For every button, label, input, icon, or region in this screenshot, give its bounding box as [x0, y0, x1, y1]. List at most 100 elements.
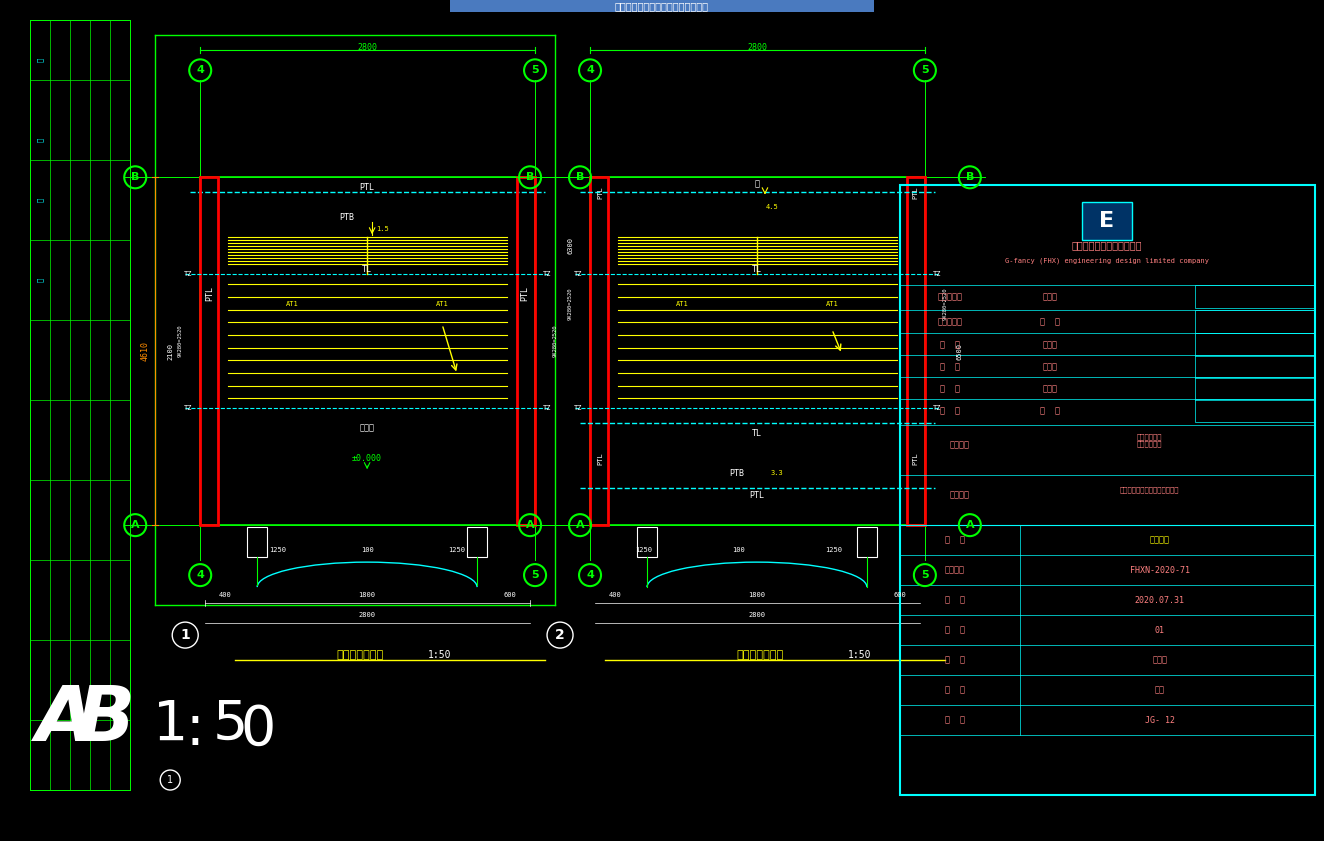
Text: AT1: AT1	[826, 301, 838, 307]
Text: A: A	[576, 520, 584, 530]
Text: 400: 400	[218, 592, 232, 598]
Text: 3.3: 3.3	[771, 470, 784, 476]
Text: 号: 号	[37, 138, 44, 142]
Text: 钟山县教师居小区商业配套厂房: 钟山县教师居小区商业配套厂房	[1120, 487, 1180, 494]
Bar	[518, 177, 535, 525]
Text: 一层楼梯大样图: 一层楼梯大样图	[336, 650, 384, 660]
Bar	[248, 527, 267, 557]
Text: 饮水池: 饮水池	[360, 424, 375, 432]
Text: 1250: 1250	[269, 547, 286, 553]
Text: 2800: 2800	[748, 612, 765, 618]
Text: B: B	[526, 172, 535, 182]
Text: A: A	[526, 520, 535, 530]
Text: 4610: 4610	[140, 341, 150, 362]
Text: 2100: 2100	[167, 343, 173, 360]
Text: TZ: TZ	[933, 405, 941, 411]
Text: 梁: 梁	[755, 180, 760, 188]
Text: 广西富豪工程设计有限公司: 广西富豪工程设计有限公司	[1071, 241, 1143, 251]
Text: 2800: 2800	[357, 43, 377, 52]
Text: 4: 4	[196, 570, 204, 580]
Text: PTB: PTB	[730, 468, 744, 478]
Bar	[200, 177, 218, 525]
Text: 日  期: 日 期	[945, 595, 965, 605]
Bar	[1194, 310, 1315, 333]
Text: PTL: PTL	[205, 286, 214, 301]
Bar	[450, 0, 874, 13]
Text: TZ: TZ	[573, 272, 583, 278]
Text: 吴李光: 吴李光	[1042, 293, 1058, 302]
Text: 三江县自治县
从事专属服工: 三江县自治县 从事专属服工	[1137, 433, 1162, 447]
Text: 5: 5	[213, 698, 248, 752]
Text: 2800: 2800	[359, 612, 376, 618]
Bar	[1194, 399, 1315, 422]
Text: 6300: 6300	[567, 237, 573, 254]
Text: 01: 01	[1155, 626, 1165, 635]
Text: TL: TL	[752, 265, 761, 274]
Text: AT1: AT1	[286, 301, 298, 307]
Text: 专业负责人: 专业负责人	[937, 318, 963, 327]
Text: B: B	[131, 172, 139, 182]
Text: ±0.000: ±0.000	[352, 453, 383, 463]
Text: 1:50: 1:50	[429, 650, 451, 660]
Text: 图  纸: 图 纸	[945, 656, 965, 664]
Text: PTL: PTL	[749, 490, 764, 500]
Text: 校  对: 校 对	[940, 384, 960, 394]
Text: 6500: 6500	[957, 343, 963, 360]
Text: 目  土: 目 土	[945, 536, 965, 545]
Text: TZ: TZ	[573, 405, 583, 411]
Bar	[637, 527, 657, 557]
Text: 100: 100	[360, 547, 373, 553]
Text: 9X280=2520: 9X280=2520	[568, 288, 572, 320]
Text: 5: 5	[531, 570, 539, 580]
Text: 蓝  系: 蓝 系	[1039, 318, 1059, 327]
Text: TL: TL	[363, 265, 372, 274]
Text: A: A	[131, 520, 139, 530]
Bar	[857, 527, 876, 557]
Text: 2020.07.31: 2020.07.31	[1135, 595, 1185, 605]
Text: TZ: TZ	[543, 272, 552, 278]
Text: 轴: 轴	[37, 198, 44, 203]
Text: 1:50: 1:50	[849, 650, 871, 660]
Text: FHXN-2020-71: FHXN-2020-71	[1129, 566, 1190, 574]
Text: 5: 5	[922, 66, 928, 76]
Text: TZ: TZ	[933, 272, 941, 278]
Text: PTL: PTL	[360, 182, 375, 192]
Text: G-fancy (FHX) engineering design limited company: G-fancy (FHX) engineering design limited…	[1005, 257, 1209, 263]
Text: 1800: 1800	[359, 592, 376, 598]
Text: AT1: AT1	[436, 301, 449, 307]
Text: 楼梯详图: 楼梯详图	[1149, 536, 1170, 545]
Text: 9X280=2520: 9X280=2520	[943, 288, 948, 320]
Text: AT1: AT1	[675, 301, 688, 307]
Text: 1800: 1800	[748, 592, 765, 598]
Text: 5: 5	[531, 66, 539, 76]
Text: 0: 0	[241, 703, 275, 757]
Text: 400: 400	[609, 592, 621, 598]
Text: 4: 4	[196, 66, 204, 76]
Text: 设  计: 设 计	[940, 407, 960, 415]
Text: 陈战查: 陈战查	[1042, 362, 1058, 372]
Text: 4.5: 4.5	[765, 204, 779, 210]
Text: 1250: 1250	[636, 547, 653, 553]
Bar	[467, 527, 487, 557]
Text: PTL: PTL	[597, 452, 602, 464]
Text: 1250: 1250	[825, 547, 842, 553]
Text: :: :	[185, 703, 205, 757]
Text: 陈联式: 陈联式	[1042, 384, 1058, 394]
Bar	[900, 185, 1315, 795]
Text: 600: 600	[894, 592, 906, 598]
Text: TL: TL	[752, 429, 761, 437]
Text: TZ: TZ	[184, 272, 192, 278]
Text: 建设单位: 建设单位	[949, 441, 970, 450]
Bar	[591, 177, 925, 525]
Text: 5: 5	[922, 570, 928, 580]
Text: 点击左边确定尺寸第一层，右边关山: 点击左边确定尺寸第一层，右边关山	[616, 2, 708, 12]
Text: A: A	[36, 683, 95, 757]
Bar	[591, 177, 608, 525]
Text: PTL: PTL	[597, 186, 602, 198]
Text: 4: 4	[587, 570, 594, 580]
Text: PTL: PTL	[520, 286, 530, 301]
Text: 袁  莹: 袁 莹	[1039, 407, 1059, 415]
Text: PTB: PTB	[340, 213, 355, 222]
Text: 工程编号: 工程编号	[945, 566, 965, 574]
Text: B: B	[965, 172, 974, 182]
